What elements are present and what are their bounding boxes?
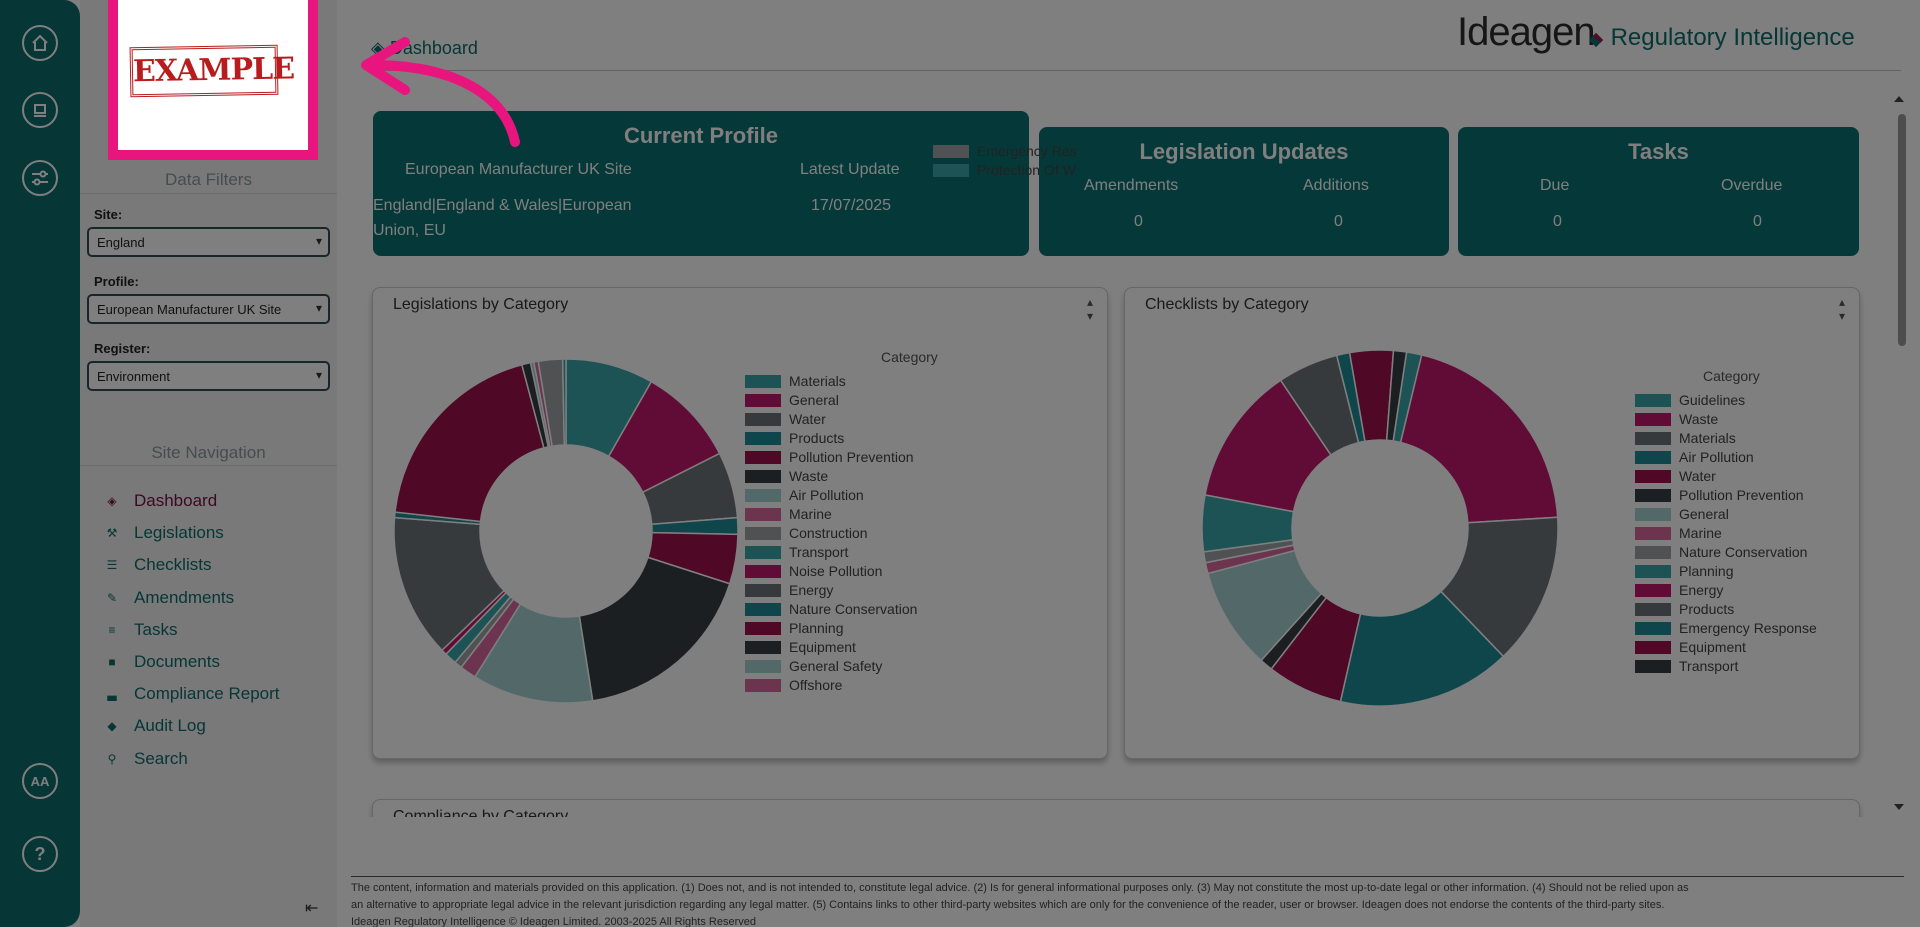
- highlighted-logo[interactable]: EXAMPLE: [108, 0, 318, 160]
